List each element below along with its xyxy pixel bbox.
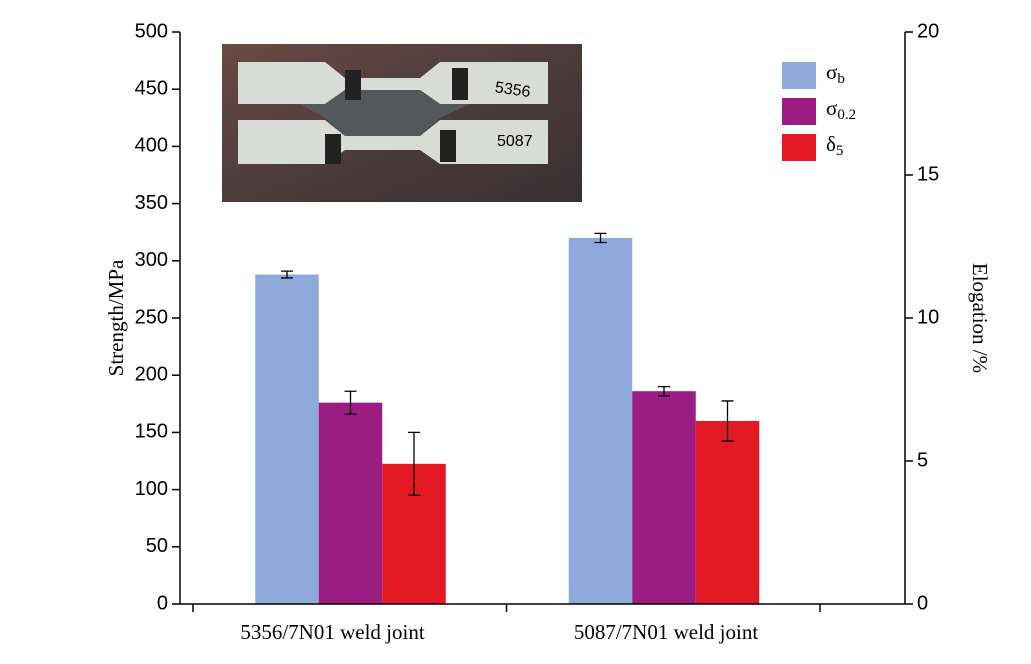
error-bar xyxy=(408,431,420,496)
legend-swatch xyxy=(782,98,816,125)
y-tick-label: 450 xyxy=(135,77,168,99)
y-tick-label: 400 xyxy=(135,135,168,157)
error-bar xyxy=(658,385,670,397)
legend-label: δ5 xyxy=(826,132,843,160)
legend-label: σb xyxy=(826,60,845,88)
x-tick-label: 5087/7N01 weld joint xyxy=(574,620,758,644)
y-tick-label: 100 xyxy=(135,478,168,500)
bar xyxy=(695,420,760,604)
y2-tick-label: 20 xyxy=(917,20,939,42)
error-bar xyxy=(721,400,734,442)
legend-label: σ0.2 xyxy=(826,96,856,124)
x-tick-label: 5356/7N01 weld joint xyxy=(240,620,424,644)
svg-text:5087: 5087 xyxy=(497,133,533,150)
inset-photo: 5356 5087 xyxy=(222,44,582,202)
y-tick-label: 250 xyxy=(135,306,168,328)
y-tick-label: 500 xyxy=(135,20,168,42)
y2-tick-label: 10 xyxy=(917,306,939,328)
y-axis-label: Strength/MPa xyxy=(104,259,128,376)
error-bar xyxy=(281,270,293,279)
y-tick-label: 200 xyxy=(135,363,168,385)
error-bar xyxy=(594,232,607,244)
legend-swatch xyxy=(782,62,816,89)
y2-tick-label: 0 xyxy=(917,592,928,614)
y2-tick-label: 5 xyxy=(917,449,928,471)
y2-tick-label: 15 xyxy=(917,163,939,185)
error-bar xyxy=(344,390,357,415)
y-tick-label: 350 xyxy=(135,192,168,214)
bar xyxy=(255,274,319,604)
y-tick-label: 50 xyxy=(146,535,168,557)
y2-axis-label: Elogation /% xyxy=(968,263,992,373)
y-tick-label: 150 xyxy=(135,421,168,443)
y-tick-label: 0 xyxy=(157,592,168,614)
legend-swatch xyxy=(782,134,816,161)
svg-text:5356: 5356 xyxy=(494,79,532,101)
bar xyxy=(568,237,633,605)
y-tick-label: 300 xyxy=(135,249,168,271)
bar xyxy=(318,402,383,604)
bar xyxy=(632,391,696,604)
